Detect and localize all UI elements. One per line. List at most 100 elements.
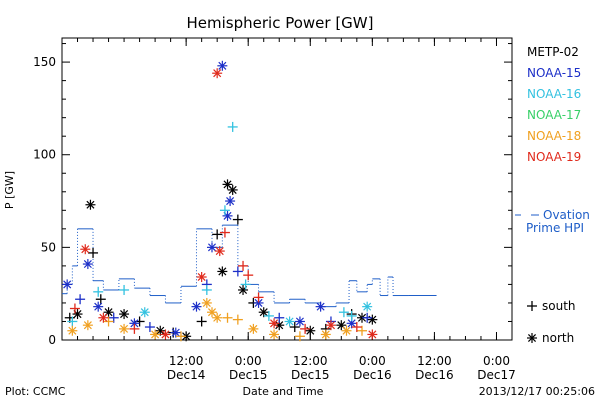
legend-item-noaa-16: NOAA-16 — [527, 87, 581, 101]
data-point-noaa-19-south — [69, 303, 80, 314]
marker-stroke — [249, 324, 258, 333]
marker-stroke — [363, 302, 372, 311]
data-point-metp-02-north — [103, 307, 114, 318]
marker-legend-label-north: north — [542, 331, 574, 345]
marker-stroke — [140, 308, 149, 317]
data-point-metp-02-north — [181, 331, 192, 342]
data-point-metp-02-north — [227, 184, 238, 195]
x-tick-label-date: Dec14 — [167, 368, 206, 382]
marker-stroke — [321, 330, 330, 339]
marker-stroke — [81, 245, 90, 254]
marker-legend-label-south: south — [542, 299, 576, 313]
legend-item-metp-02: METP-02 — [527, 45, 579, 59]
data-point-noaa-18-north — [212, 312, 223, 323]
x-axis-label: Date and Time — [243, 385, 324, 398]
marker-stroke — [316, 302, 325, 311]
data-point-metp-02-north — [305, 325, 316, 336]
data-point-metp-02-south — [95, 294, 106, 305]
y-tick-label: 0 — [48, 333, 56, 347]
data-point-noaa-19-north — [212, 68, 223, 79]
marker-stroke — [270, 319, 279, 328]
data-point-noaa-18-north — [67, 325, 78, 336]
data-markers — [62, 60, 378, 342]
data-point-noaa-18-south — [103, 316, 114, 327]
data-point-noaa-19-south — [243, 270, 254, 281]
marker-stroke — [226, 197, 235, 206]
y-axis: 0 50 100 150 — [33, 43, 512, 347]
marker-stroke — [527, 333, 537, 343]
marker-stroke — [197, 272, 206, 282]
marker-stroke — [215, 247, 224, 256]
chart-title: Hemispheric Power [GW] — [187, 14, 374, 32]
x-tick-label-date: Dec16 — [415, 368, 454, 382]
data-point-noaa-19-north — [160, 329, 171, 340]
marker-stroke — [83, 321, 92, 330]
legend-item-noaa-15: NOAA-15 — [527, 66, 581, 80]
y-tick-label: 100 — [33, 148, 56, 162]
x-tick-label-time: 12:00 — [293, 354, 328, 368]
marker-stroke — [285, 317, 294, 326]
x-tick-label-time: 12:00 — [169, 354, 204, 368]
data-point-noaa-16-south — [67, 316, 78, 327]
data-point-noaa-15-north — [294, 316, 305, 327]
data-point-noaa-19-north — [214, 246, 225, 257]
marker-stroke — [130, 319, 139, 328]
marker-stroke — [73, 310, 82, 319]
marker-stroke — [342, 326, 351, 335]
marker-stroke — [171, 328, 180, 337]
data-point-noaa-16-north — [284, 316, 295, 327]
marker-stroke — [213, 313, 222, 322]
marker-stroke — [63, 280, 72, 289]
marker-stroke — [213, 69, 222, 78]
data-point-noaa-19-north — [196, 272, 207, 283]
marker-stroke — [337, 321, 346, 330]
data-point-metp-02-south — [88, 247, 99, 258]
marker-stroke — [161, 330, 170, 339]
x-tick-label-date: Dec16 — [353, 368, 392, 382]
data-point-noaa-15-north — [315, 301, 326, 312]
marker-stroke — [306, 326, 315, 335]
marker-legend: south north — [527, 299, 576, 345]
data-point-noaa-19-south — [238, 260, 249, 271]
data-point-metp-02-north — [119, 309, 130, 320]
data-point-noaa-16-south — [240, 279, 251, 290]
marker-stroke — [218, 61, 227, 70]
legend-item-noaa-19: NOAA-19 — [527, 150, 581, 164]
marker-stroke — [83, 260, 92, 269]
data-point-noaa-18-south — [294, 331, 305, 342]
data-point-noaa-19-south — [351, 322, 362, 333]
marker-stroke — [202, 298, 211, 307]
data-point-noaa-19-north — [80, 244, 91, 255]
marker-stroke — [207, 243, 217, 252]
x-tick-label-date: Dec15 — [229, 368, 268, 382]
data-point-noaa-16-north — [362, 301, 373, 312]
plot-frame — [61, 37, 513, 341]
marker-stroke — [275, 321, 284, 330]
data-point-noaa-16-south — [119, 284, 130, 295]
data-point-noaa-18-north — [269, 329, 280, 340]
data-point-metp-02-south — [196, 316, 207, 327]
x-tick-label-date: Dec15 — [291, 368, 330, 382]
data-point-noaa-15-south — [75, 294, 86, 305]
marker-stroke — [347, 319, 356, 328]
ovation-legend-label-line2: Prime HPI — [526, 221, 584, 235]
data-point-noaa-19-north — [367, 329, 378, 340]
x-tick-label-time: 0:00 — [235, 354, 262, 368]
marker-stroke — [270, 330, 279, 339]
marker-legend-south-symbol — [527, 301, 537, 311]
data-point-noaa-18-north — [201, 297, 212, 308]
data-point-noaa-19-south — [129, 323, 140, 334]
data-point-noaa-18-north — [341, 325, 352, 336]
plot-source-label: Plot: CCMC — [5, 385, 66, 398]
marker-stroke — [182, 332, 191, 341]
marker-stroke — [207, 308, 217, 317]
data-point-noaa-15-north — [225, 196, 236, 207]
marker-stroke — [120, 310, 129, 319]
data-point-metp-02-south — [232, 214, 243, 225]
marker-stroke — [254, 298, 263, 307]
data-point-metp-02-north — [258, 307, 269, 318]
data-point-metp-02-north — [238, 284, 249, 295]
ovation-legend-label-line1: Ovation — [543, 208, 590, 222]
marker-stroke — [259, 308, 268, 317]
data-point-noaa-15-north — [62, 279, 73, 290]
